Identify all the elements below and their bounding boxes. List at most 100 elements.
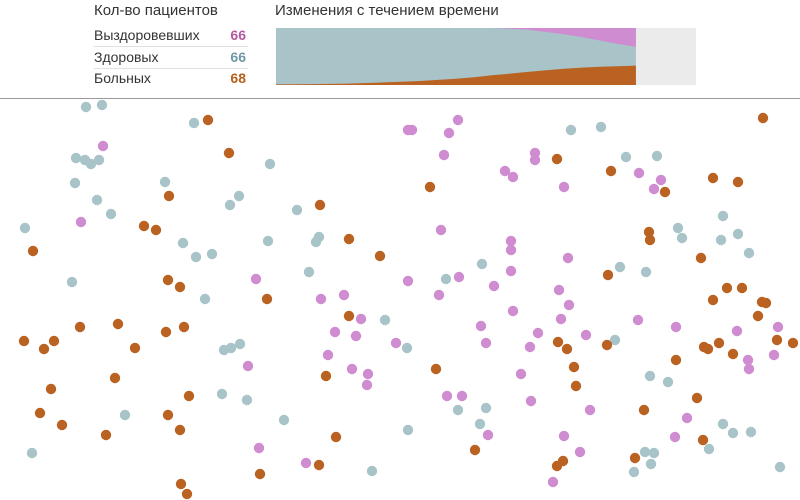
patient-dot-recovered	[75, 216, 87, 228]
patient-dot-sick	[629, 452, 641, 464]
patient-dot-healthy	[717, 418, 729, 430]
patient-dot-sick	[752, 310, 764, 322]
patient-dot-healthy	[80, 101, 92, 113]
patient-dot-healthy	[190, 251, 202, 263]
patient-dot-recovered	[670, 321, 682, 333]
patient-dot-sick	[736, 282, 748, 294]
patient-dot-healthy	[224, 199, 236, 211]
patient-dot-sick	[707, 172, 719, 184]
patient-dot-healthy	[70, 152, 82, 164]
patient-dot-healthy	[774, 461, 786, 473]
patient-dot-recovered	[435, 224, 447, 236]
patient-dot-recovered	[355, 313, 367, 325]
patient-dot-sick	[162, 274, 174, 286]
patient-dot-sick	[424, 181, 436, 193]
patient-dot-sick	[183, 390, 195, 402]
patient-dot-recovered	[242, 360, 254, 372]
patient-dot-healthy	[639, 446, 651, 458]
patient-dot-recovered	[681, 412, 693, 424]
patient-dot-sick	[691, 392, 703, 404]
stat-row-sick: Больных 68	[94, 68, 248, 89]
patient-dot-healthy	[303, 266, 315, 278]
patient-dot-recovered	[456, 390, 468, 402]
patient-dot-sick	[561, 343, 573, 355]
simulation-field	[18, 99, 799, 500]
patient-dot-healthy	[225, 342, 237, 354]
patient-dot-recovered	[250, 273, 262, 285]
patient-dot-healthy	[66, 276, 78, 288]
patient-dot-healthy	[105, 208, 117, 220]
patient-dot-healthy	[96, 99, 108, 111]
patient-dot-sick	[695, 252, 707, 264]
patient-dot-recovered	[574, 446, 586, 458]
patient-dot-healthy	[648, 447, 660, 459]
patient-dot-recovered	[452, 114, 464, 126]
patient-dot-healthy	[366, 465, 378, 477]
patient-dot-sick	[659, 186, 671, 198]
patient-dot-healthy	[565, 124, 577, 136]
patient-dot-sick	[27, 245, 39, 257]
patient-dot-healthy	[26, 447, 38, 459]
patient-dot-recovered	[532, 327, 544, 339]
patient-dot-recovered	[505, 244, 517, 256]
stat-value-healthy: 66	[230, 49, 246, 65]
patient-dot-recovered	[402, 275, 414, 287]
patient-dot-recovered	[482, 429, 494, 441]
patient-dot-sick	[150, 224, 162, 236]
patient-dot-healthy	[159, 176, 171, 188]
patient-dot-healthy	[480, 402, 492, 414]
patient-dot-healthy	[262, 235, 274, 247]
patient-dot-recovered	[553, 284, 565, 296]
patient-dot-sick	[771, 334, 783, 346]
patient-dot-healthy	[440, 273, 452, 285]
patient-dot-sick	[202, 114, 214, 126]
patient-dot-recovered	[524, 341, 536, 353]
stat-value-recovered: 66	[230, 27, 246, 43]
patient-dot-healthy	[717, 210, 729, 222]
patient-dot-recovered	[731, 325, 743, 337]
patient-dot-healthy	[743, 247, 755, 259]
patient-dot-recovered	[406, 124, 418, 136]
patient-dot-healthy	[19, 222, 31, 234]
patient-dot-sick	[732, 176, 744, 188]
patient-dot-recovered	[648, 183, 660, 195]
patient-dot-sick	[160, 326, 172, 338]
patient-dot-healthy	[188, 117, 200, 129]
patient-dot-healthy	[234, 338, 246, 350]
patient-dot-sick	[45, 383, 57, 395]
chart-series-recovered	[276, 28, 636, 47]
patient-dot-healthy	[703, 443, 715, 455]
patient-dot-recovered	[390, 337, 402, 349]
patient-dot-healthy	[732, 228, 744, 240]
patient-dot-healthy	[474, 418, 486, 430]
patient-dot-sick	[181, 488, 193, 500]
patient-dot-sick	[314, 199, 326, 211]
patient-dot-healthy	[628, 466, 640, 478]
patient-dot-healthy	[614, 261, 626, 273]
patient-dot-healthy	[119, 409, 131, 421]
patient-dot-sick	[721, 282, 733, 294]
patient-dot-sick	[313, 459, 325, 471]
patient-dot-sick	[74, 321, 86, 333]
patient-dot-healthy	[609, 334, 621, 346]
patient-count-title: Кол-во пациентов	[94, 2, 218, 19]
patient-dot-recovered	[441, 390, 453, 402]
patient-dot-healthy	[278, 414, 290, 426]
stat-label-sick: Больных	[94, 70, 151, 86]
patient-dot-sick	[727, 348, 739, 360]
patient-dot-recovered	[655, 174, 667, 186]
patient-dot-healthy	[745, 426, 757, 438]
patient-dot-healthy	[241, 394, 253, 406]
patient-dot-sick	[175, 478, 187, 490]
patient-dot-recovered	[632, 314, 644, 326]
patient-dot-recovered	[433, 289, 445, 301]
patient-dot-sick	[702, 343, 714, 355]
patient-dot-sick	[109, 372, 121, 384]
patient-dot-recovered	[505, 265, 517, 277]
patient-dot-healthy	[662, 376, 674, 388]
patient-dot-healthy	[715, 234, 727, 246]
patient-dot-sick	[330, 431, 342, 443]
patient-dot-healthy	[91, 194, 103, 206]
patient-dot-sick	[254, 468, 266, 480]
patient-dot-healthy	[476, 258, 488, 270]
